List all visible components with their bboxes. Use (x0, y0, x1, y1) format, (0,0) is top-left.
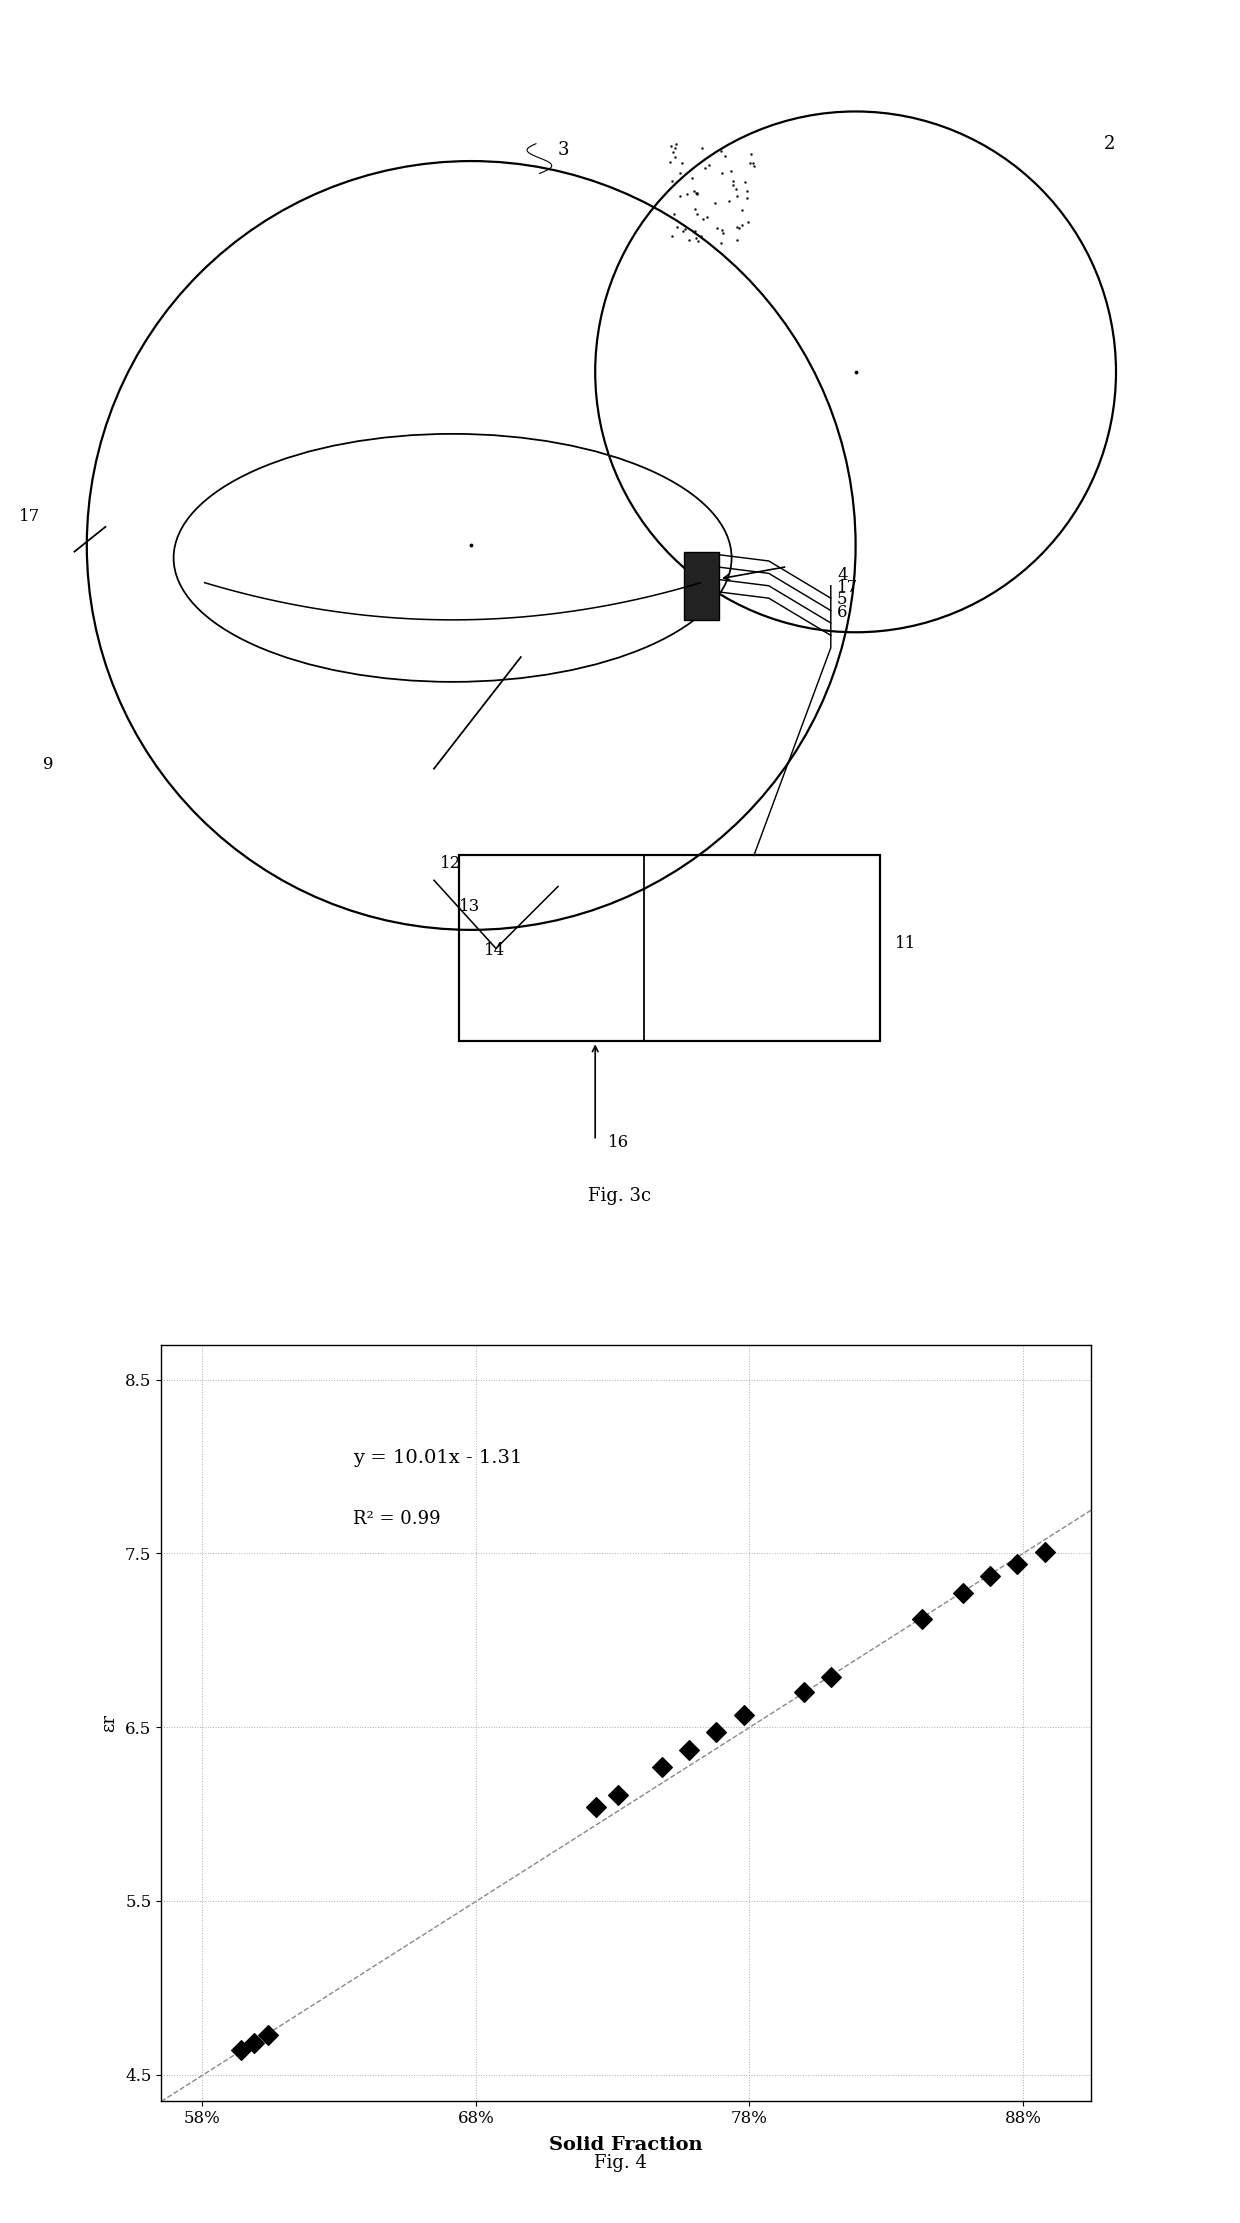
Point (608, 1776, 627, 1812)
Text: 17: 17 (837, 578, 858, 596)
Point (231, 2032, 250, 2067)
Point (244, 2025, 264, 2061)
Text: 13: 13 (459, 898, 480, 916)
Text: 11: 11 (895, 936, 916, 951)
Point (821, 1658, 841, 1694)
Point (1035, 1534, 1055, 1569)
Text: y = 10.01x - 1.31: y = 10.01x - 1.31 (352, 1449, 522, 1467)
Text: 2: 2 (1104, 136, 1115, 153)
Text: 14: 14 (484, 943, 505, 958)
Point (794, 1674, 813, 1709)
Point (952, 1576, 972, 1612)
Text: Fig. 4: Fig. 4 (594, 2154, 646, 2172)
Text: 5: 5 (837, 591, 847, 609)
Point (1007, 1545, 1027, 1581)
Text: 9: 9 (43, 756, 53, 774)
Text: 6: 6 (837, 605, 847, 620)
Point (911, 1601, 931, 1636)
Text: 17: 17 (19, 507, 40, 525)
Point (652, 1750, 672, 1785)
Point (258, 2016, 278, 2052)
Bar (684, 551, 719, 620)
X-axis label: Solid Fraction: Solid Fraction (549, 2136, 703, 2154)
Point (707, 1714, 727, 1750)
Text: 12: 12 (440, 856, 461, 871)
Point (680, 1732, 699, 1767)
Y-axis label: εr: εr (100, 1714, 118, 1732)
Point (587, 1790, 606, 1825)
Bar (459, 856, 880, 1040)
Text: Fig. 3c: Fig. 3c (589, 1187, 651, 1205)
Text: 4: 4 (837, 567, 848, 585)
Text: 16: 16 (608, 1134, 629, 1152)
Point (980, 1558, 999, 1594)
Point (734, 1696, 754, 1732)
Text: 3: 3 (558, 140, 569, 158)
Text: R² = 0.99: R² = 0.99 (352, 1509, 440, 1527)
